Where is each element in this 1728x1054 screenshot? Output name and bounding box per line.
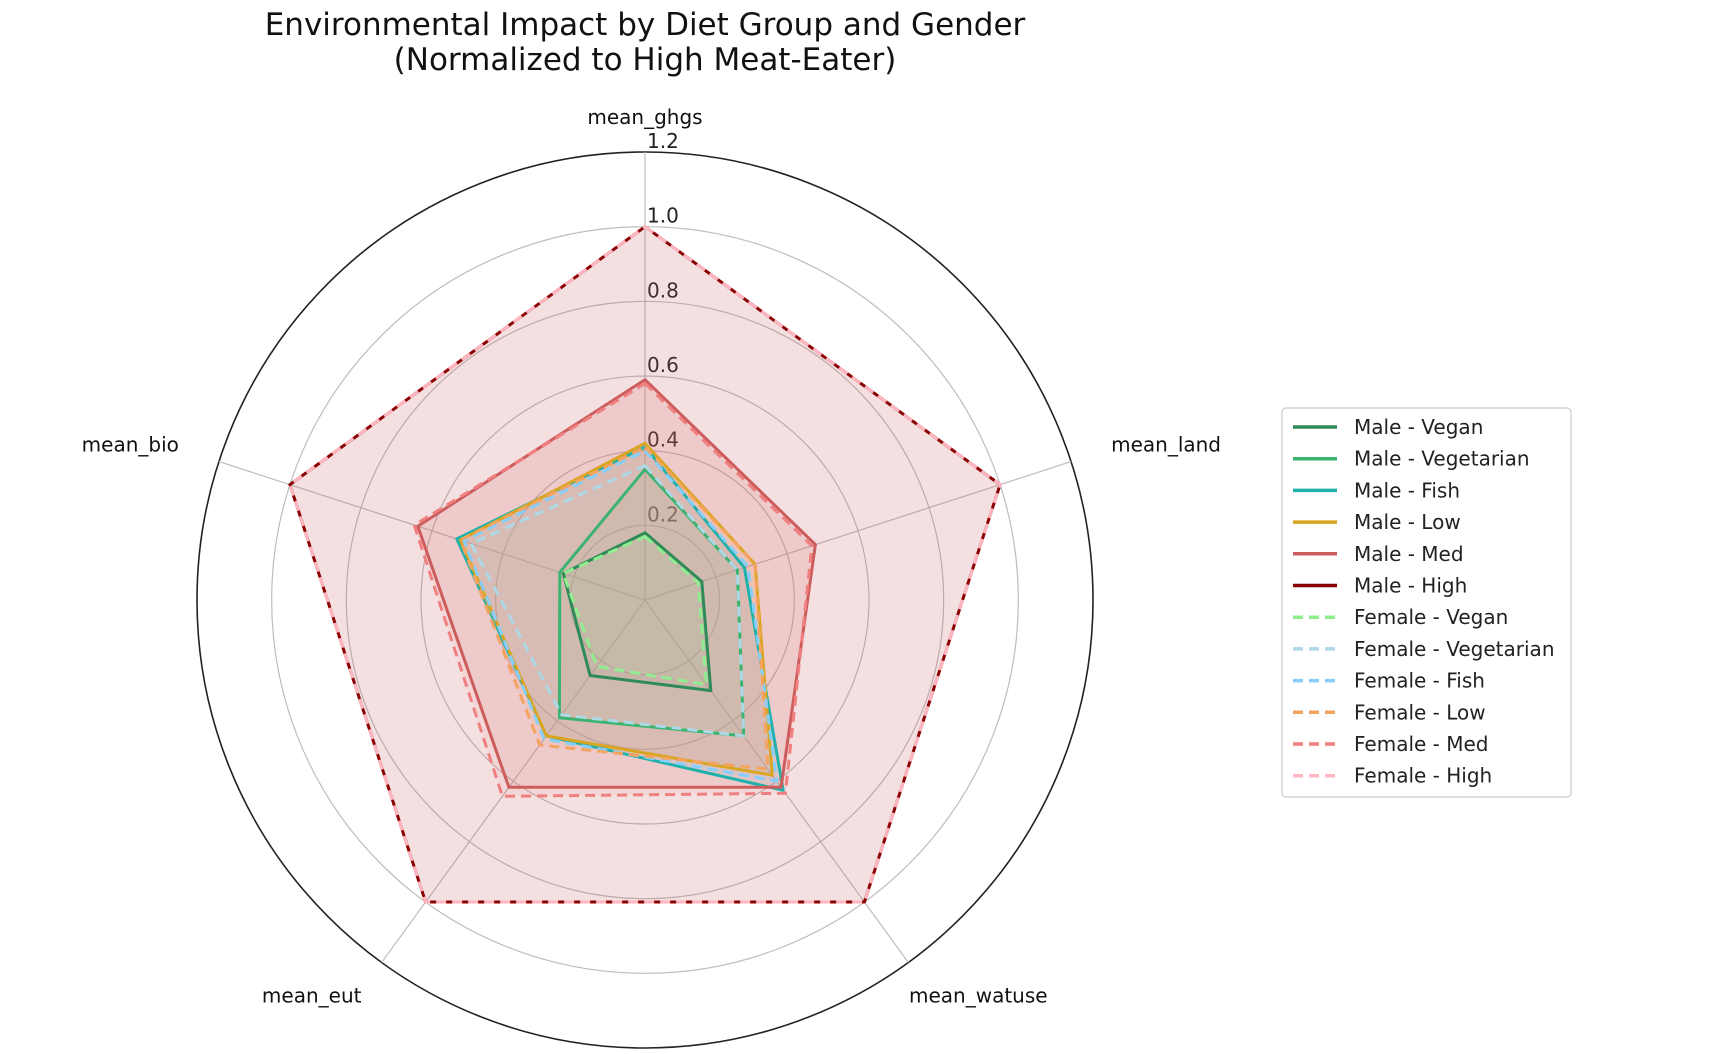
axis-label-mean_bio: mean_bio [82,433,179,457]
legend-frame [1281,407,1572,798]
legend-entry-label: Male - Med [1354,542,1464,566]
legend-entry-label: Female - Low [1354,700,1486,724]
axis-label-mean_eut: mean_eut [262,983,362,1007]
series-line [416,378,817,789]
axis-label-mean_watuse: mean_watuse [909,983,1048,1007]
legend-entry-label: Male - Vegan [1354,415,1483,439]
series-line [462,449,779,783]
series-line [288,225,1002,904]
legend-entry-label: Male - Low [1354,510,1461,534]
series-layer [288,225,1002,904]
series-line [469,464,746,738]
series-line [561,531,713,693]
series-line [412,382,814,798]
legend-entry-label: Female - Vegan [1354,605,1508,629]
series-fill [563,532,711,691]
series-fill [414,383,812,797]
radial-tick-label: 1.0 [647,204,679,228]
series-fill [563,536,707,685]
chart-subtitle: (Normalized to High Meat-Eater) [394,42,897,78]
radial-tick-label: 0.8 [647,278,679,302]
legend-entry-label: Female - High [1354,764,1492,788]
axis-labels: mean_ghgs mean_land mean_watuse mean_eut mea… [82,105,1221,1007]
radar-grid: 0.2 0.4 0.6 0.8 1.0 1.2 [196,129,1094,1049]
series-line [455,445,785,792]
legend: Male - Vegan Male - Vegetarian Male - Fish… [1281,407,1572,798]
radial-tick-label: 0.6 [647,353,679,377]
series-fill [471,465,744,736]
radial-tick-label: 1.2 [647,129,679,153]
legend-entry-label: Female - Fish [1354,669,1485,693]
series-line [458,445,770,771]
legend-entry-label: Male - Fish [1354,478,1460,502]
series-fill [460,443,773,776]
radial-tick-label: 0.4 [647,428,679,452]
series-line [561,535,708,687]
axis-label-mean_ghgs: mean_ghgs [587,105,702,129]
axis-label-mean_land: mean_land [1111,433,1221,457]
series-fill [289,226,1001,902]
legend-entry-label: Male - High [1354,574,1467,598]
legend-entry-label: Male - Vegetarian [1354,447,1530,471]
legend-entry-label: Female - Vegetarian [1354,637,1555,661]
series-fill [289,226,1001,902]
chart-title: Environmental Impact by Diet Group and G… [265,7,1026,43]
radial-tick-label: 0.2 [647,502,679,526]
legend-entry-label: Female - Med [1354,732,1489,756]
series-fill [463,450,777,782]
